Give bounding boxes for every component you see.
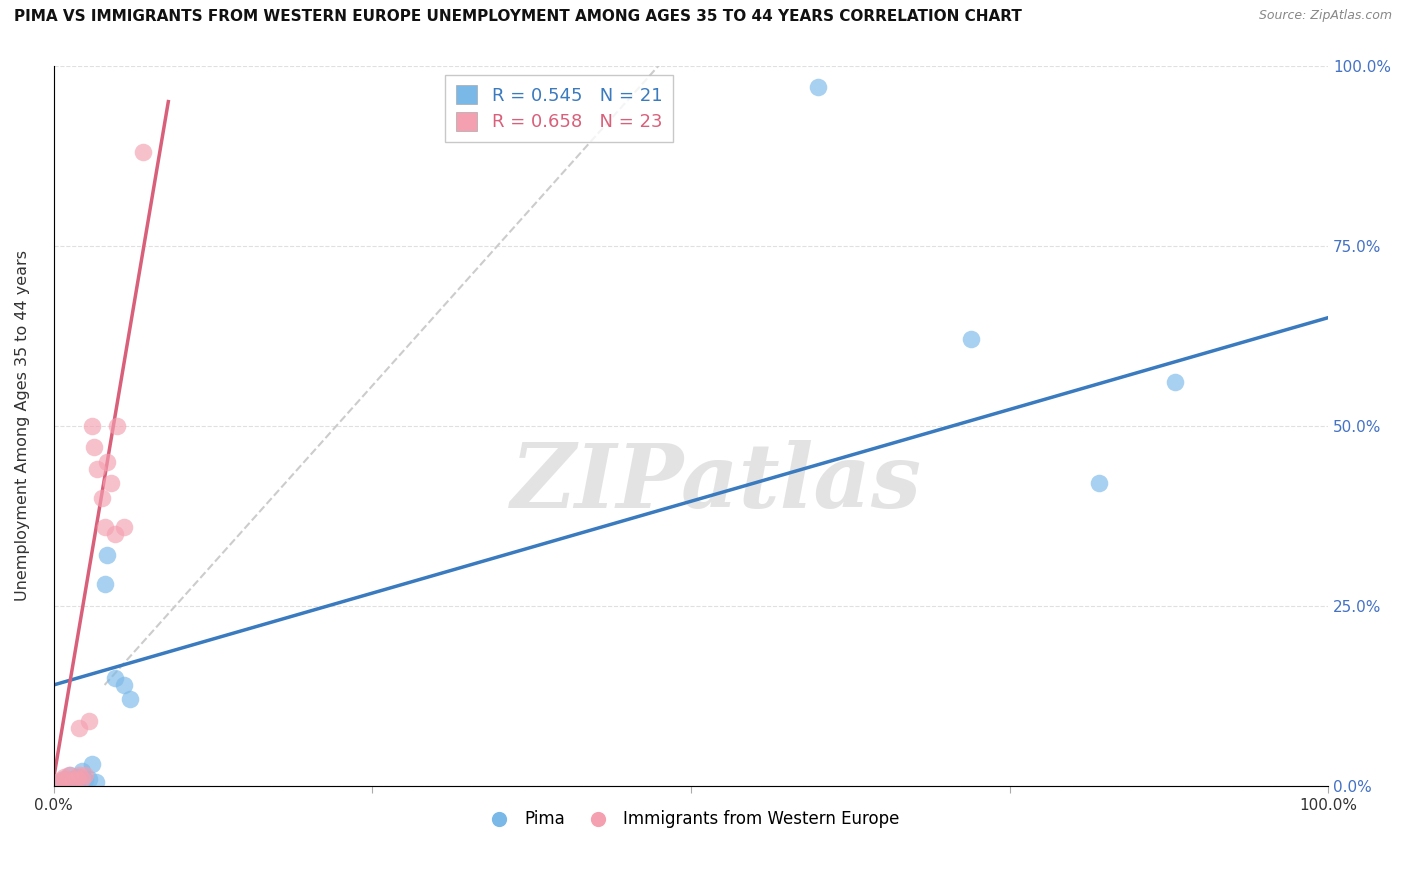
Point bbox=[100, 476, 122, 491]
Point bbox=[1164, 376, 1187, 390]
Point bbox=[62, 772, 84, 787]
Point bbox=[960, 332, 983, 346]
Point bbox=[80, 418, 103, 433]
Point bbox=[55, 772, 77, 787]
Point bbox=[46, 775, 69, 789]
Legend: Pima, Immigrants from Western Europe: Pima, Immigrants from Western Europe bbox=[475, 804, 905, 835]
Point bbox=[96, 549, 118, 563]
Point bbox=[59, 768, 82, 782]
Point bbox=[104, 671, 127, 685]
Point bbox=[70, 764, 93, 779]
Text: ZIPatlas: ZIPatlas bbox=[510, 440, 922, 526]
Point bbox=[132, 145, 155, 159]
Point bbox=[67, 721, 90, 735]
Text: PIMA VS IMMIGRANTS FROM WESTERN EUROPE UNEMPLOYMENT AMONG AGES 35 TO 44 YEARS CO: PIMA VS IMMIGRANTS FROM WESTERN EUROPE U… bbox=[14, 9, 1022, 24]
Point bbox=[75, 768, 97, 782]
Point bbox=[91, 491, 114, 505]
Point bbox=[52, 772, 75, 786]
Point bbox=[67, 768, 90, 782]
Point bbox=[112, 519, 135, 533]
Point bbox=[93, 519, 115, 533]
Point bbox=[807, 80, 830, 95]
Point bbox=[1087, 476, 1109, 491]
Point bbox=[65, 775, 87, 789]
Point bbox=[55, 772, 77, 787]
Point bbox=[104, 526, 127, 541]
Point bbox=[49, 775, 72, 789]
Point bbox=[79, 714, 101, 728]
Text: Source: ZipAtlas.com: Source: ZipAtlas.com bbox=[1258, 9, 1392, 22]
Point bbox=[52, 770, 75, 784]
Point bbox=[112, 678, 135, 692]
Point bbox=[83, 440, 105, 454]
Point bbox=[105, 418, 128, 433]
Point bbox=[84, 775, 107, 789]
Point bbox=[96, 455, 118, 469]
Point bbox=[93, 577, 115, 591]
Point bbox=[80, 757, 103, 772]
Point bbox=[70, 772, 93, 786]
Point bbox=[75, 772, 97, 787]
Point bbox=[79, 772, 101, 786]
Point bbox=[67, 770, 90, 784]
Point bbox=[51, 772, 73, 787]
Point bbox=[120, 692, 142, 706]
Point bbox=[65, 772, 87, 786]
Point bbox=[58, 768, 80, 782]
Point bbox=[62, 772, 84, 786]
Y-axis label: Unemployment Among Ages 35 to 44 years: Unemployment Among Ages 35 to 44 years bbox=[15, 250, 30, 601]
Point bbox=[86, 462, 108, 476]
